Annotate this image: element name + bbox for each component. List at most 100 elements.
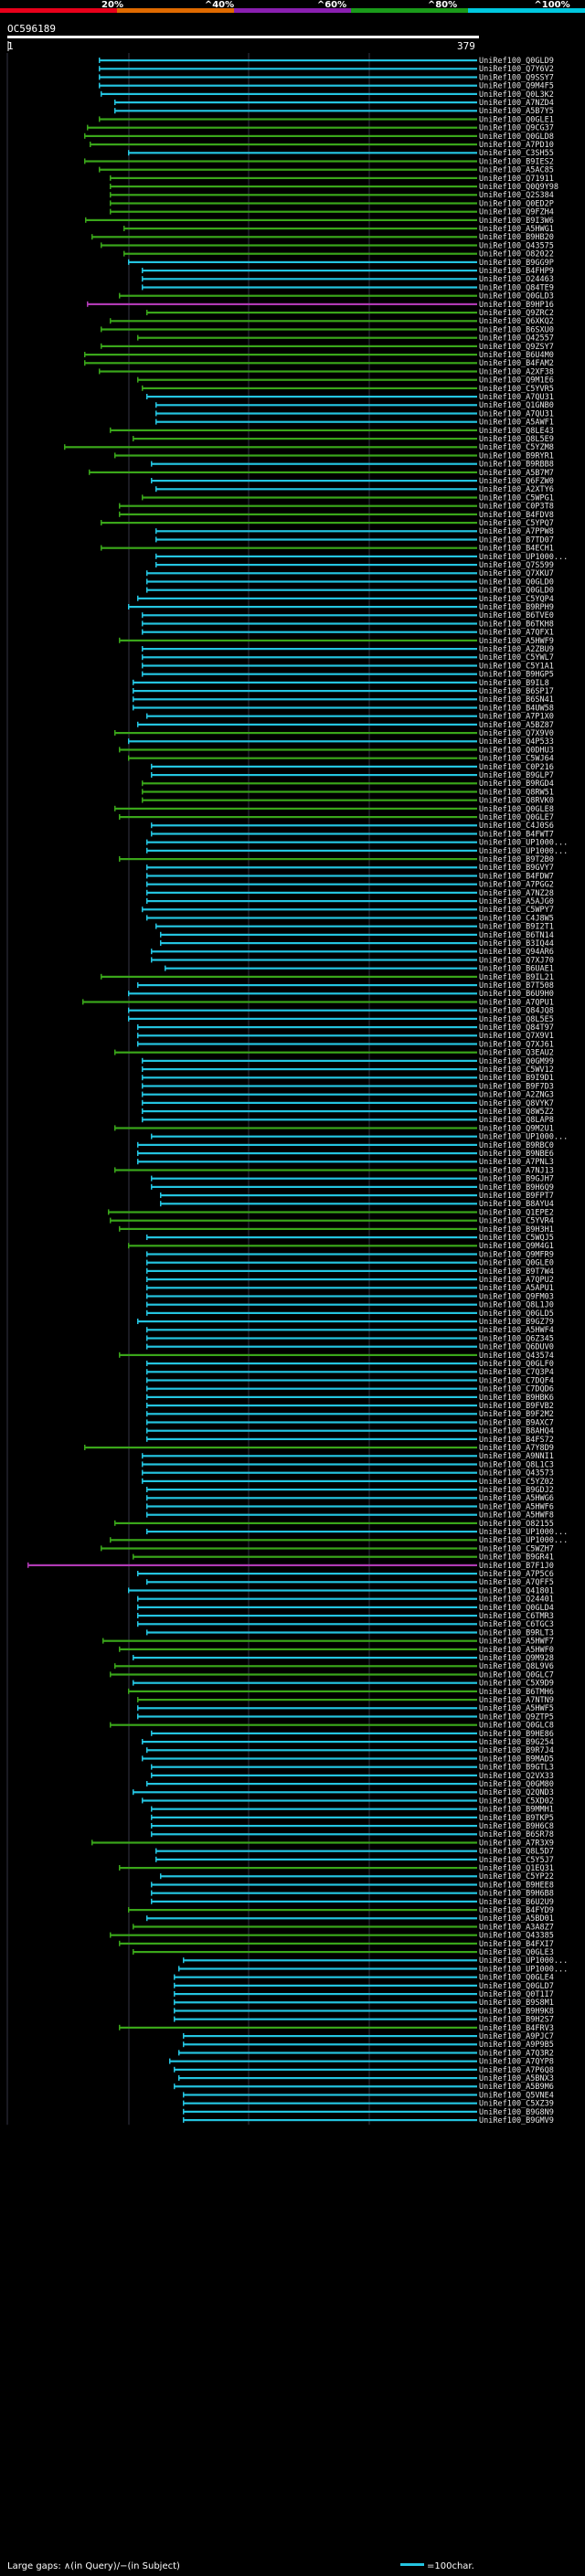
hit-label[interactable]: UniRef100_B9GZ79 — [479, 1318, 554, 1327]
hit-label[interactable]: UniRef100_B9RBB8 — [479, 461, 554, 470]
hit-label[interactable]: UniRef100_A5HWF0 — [479, 1646, 554, 1655]
hit-label[interactable]: UniRef100_A5B9M6 — [479, 2083, 554, 2092]
hit-label[interactable]: UniRef100_C5YZ02 — [479, 1478, 554, 1487]
hit-label[interactable]: UniRef100_B9T7W4 — [479, 1267, 554, 1277]
hit-label[interactable]: UniRef100_UP1000... — [479, 1133, 568, 1142]
hit-label[interactable]: UniRef100_B6TVE0 — [479, 611, 554, 620]
hit-label[interactable]: UniRef100_B7TD07 — [479, 535, 554, 545]
hit-label[interactable]: UniRef100_A7PNL3 — [479, 1158, 554, 1167]
hit-label[interactable]: UniRef100_Q94AR6 — [479, 948, 554, 957]
hit-label[interactable]: UniRef100_A5HWF6 — [479, 1502, 554, 1511]
hit-label[interactable]: UniRef100_Q2VX33 — [479, 1772, 554, 1781]
hit-label[interactable]: UniRef100_B4FDV8 — [479, 511, 554, 520]
hit-label[interactable]: UniRef100_Q9M4G1 — [479, 1242, 554, 1251]
hit-label[interactable]: UniRef100_Q9SSY7 — [479, 73, 554, 82]
hit-label[interactable]: UniRef100_A5HWF9 — [479, 637, 554, 646]
hit-label[interactable]: UniRef100_A7QYP8 — [479, 2058, 554, 2067]
hit-label[interactable]: UniRef100_Q24401 — [479, 1595, 554, 1605]
hit-label[interactable]: UniRef100_Q9ZSY7 — [479, 343, 554, 352]
hit-label[interactable]: UniRef100_C4J0S6 — [479, 822, 554, 831]
hit-label[interactable]: UniRef100_Q6XKQ2 — [479, 317, 554, 326]
hit-label[interactable]: UniRef100_C6TMR3 — [479, 1612, 554, 1621]
hit-label[interactable]: UniRef100_B4FAM2 — [479, 359, 554, 368]
hit-label[interactable]: UniRef100_B9RGD4 — [479, 779, 554, 789]
hit-label[interactable]: UniRef100_B6SR78 — [479, 1830, 554, 1839]
hit-label[interactable]: UniRef100_Q8L9V6 — [479, 1662, 554, 1671]
hit-label[interactable]: UniRef100_Q7XJ70 — [479, 956, 554, 965]
hit-label[interactable]: UniRef100_B9IES2 — [479, 157, 554, 166]
hit-label[interactable]: UniRef100_A7QPU2 — [479, 1276, 554, 1285]
hit-label[interactable]: UniRef100_A5B7Y5 — [479, 107, 554, 116]
hit-label[interactable]: UniRef100_B4ECH1 — [479, 545, 554, 554]
hit-label[interactable]: UniRef100_Q8L5D7 — [479, 1848, 554, 1857]
hit-label[interactable]: UniRef100_Q9M2U1 — [479, 1124, 554, 1133]
hit-label[interactable]: UniRef100_C5YPQ7 — [479, 519, 554, 528]
hit-label[interactable]: UniRef100_B9F7D3 — [479, 1082, 554, 1091]
hit-label[interactable]: UniRef100_B9R7J4 — [479, 1746, 554, 1755]
hit-label[interactable]: UniRef100_Q43573 — [479, 1469, 554, 1479]
hit-label[interactable]: UniRef100_A5BZ87 — [479, 721, 554, 730]
hit-label[interactable]: UniRef100_Q42557 — [479, 334, 554, 344]
hit-label[interactable]: UniRef100_B9H6C8 — [479, 1822, 554, 1831]
hit-label[interactable]: UniRef100_UP1000... — [479, 839, 568, 848]
hit-label[interactable]: UniRef100_A7QFX1 — [479, 629, 554, 638]
hit-label[interactable]: UniRef100_C5YVR5 — [479, 385, 554, 394]
hit-label[interactable]: UniRef100_C0P216 — [479, 763, 554, 772]
hit-label[interactable]: UniRef100_UP1000... — [479, 1536, 568, 1545]
hit-label[interactable]: UniRef100_B9FVB2 — [479, 1402, 554, 1411]
hit-label[interactable]: UniRef100_B9RLT3 — [479, 1628, 554, 1638]
hit-label[interactable]: UniRef100_Q9ZRC2 — [479, 309, 554, 318]
hit-label[interactable]: UniRef100_Q0GLD0 — [479, 587, 554, 596]
hit-label[interactable]: UniRef100_Q0T1I7 — [479, 1990, 554, 1999]
hit-label[interactable]: UniRef100_UP1000... — [479, 1528, 568, 1537]
hit-label[interactable]: UniRef100_UP1000... — [479, 847, 568, 856]
hit-label[interactable]: UniRef100_Q2QND3 — [479, 1788, 554, 1797]
hit-label[interactable]: UniRef100_C4J8W5 — [479, 914, 554, 923]
hit-label[interactable]: UniRef100_Q43574 — [479, 1352, 554, 1361]
hit-label[interactable]: UniRef100_A7PPW8 — [479, 527, 554, 536]
hit-label[interactable]: UniRef100_B9S8M1 — [479, 1998, 554, 2008]
hit-label[interactable]: UniRef100_B9H6Q9 — [479, 1183, 554, 1193]
hit-label[interactable]: UniRef100_Q8RVK0 — [479, 797, 554, 806]
hit-label[interactable]: UniRef100_Q1GNB0 — [479, 401, 554, 410]
hit-label[interactable]: UniRef100_A7Y8D9 — [479, 1444, 554, 1453]
hit-label[interactable]: UniRef100_Q43385 — [479, 1932, 554, 1941]
hit-label[interactable]: UniRef100_B9I3W6 — [479, 217, 554, 226]
hit-label[interactable]: UniRef100_B9G8N9 — [479, 2108, 554, 2117]
hit-label[interactable]: UniRef100_A7QFF5 — [479, 1578, 554, 1587]
hit-label[interactable]: UniRef100_Q0GLD4 — [479, 1604, 554, 1613]
hit-label[interactable]: UniRef100_C5YZM8 — [479, 443, 554, 452]
hit-label[interactable]: UniRef100_Q7X9V0 — [479, 729, 554, 738]
hit-label[interactable]: UniRef100_Q9FZH4 — [479, 208, 554, 217]
hit-label[interactable]: UniRef100_A2XF38 — [479, 367, 554, 376]
hit-label[interactable]: UniRef100_A7NTN9 — [479, 1696, 554, 1705]
hit-label[interactable]: UniRef100_B9GVY7 — [479, 864, 554, 873]
hit-label[interactable]: UniRef100_Q8LE43 — [479, 427, 554, 436]
hit-label[interactable]: UniRef100_Q0GLE0 — [479, 1259, 554, 1268]
hit-label[interactable]: UniRef100_Q6DUV0 — [479, 1343, 554, 1352]
hit-label[interactable]: UniRef100_Q0GLD9 — [479, 57, 554, 66]
hit-label[interactable]: UniRef100_B9RBC0 — [479, 1141, 554, 1150]
hit-label[interactable]: UniRef100_C5WJ64 — [479, 755, 554, 764]
hit-label[interactable]: UniRef100_C7DQD6 — [479, 1385, 554, 1394]
hit-label[interactable]: UniRef100_B8AHQ4 — [479, 1427, 554, 1436]
hit-label[interactable]: UniRef100_A2ZNG3 — [479, 1091, 554, 1100]
hit-label[interactable]: UniRef100_C5XZ39 — [479, 2100, 554, 2109]
hit-label[interactable]: UniRef100_B9H9K8 — [479, 2007, 554, 2016]
hit-label[interactable]: UniRef100_Q0Q9Y98 — [479, 183, 558, 192]
hit-label[interactable]: UniRef100_A7Q3R2 — [479, 2049, 554, 2058]
hit-label[interactable]: UniRef100_Q0GLE8 — [479, 805, 554, 814]
hit-label[interactable]: UniRef100_Q84JQ8 — [479, 1007, 554, 1016]
hit-label[interactable]: UniRef100_B6TN14 — [479, 931, 554, 940]
hit-label[interactable]: UniRef100_Q2S384 — [479, 191, 554, 200]
hit-label[interactable]: UniRef100_Q7S599 — [479, 561, 554, 570]
hit-label[interactable]: UniRef100_B9AXC7 — [479, 1418, 554, 1427]
hit-label[interactable]: UniRef100_B9H3H1 — [479, 1225, 554, 1235]
hit-label[interactable]: UniRef100_A7P1X0 — [479, 713, 554, 722]
hit-label[interactable]: UniRef100_B4FYD9 — [479, 1906, 554, 1915]
hit-label[interactable]: UniRef100_A7NJ13 — [479, 1166, 554, 1175]
hit-label[interactable]: UniRef100_Q0GLE1 — [479, 115, 554, 124]
hit-label[interactable]: UniRef100_Q9FM03 — [479, 1292, 554, 1301]
hit-label[interactable]: UniRef100_B4FWT7 — [479, 830, 554, 839]
hit-label[interactable]: UniRef100_A9PJC7 — [479, 2032, 554, 2041]
